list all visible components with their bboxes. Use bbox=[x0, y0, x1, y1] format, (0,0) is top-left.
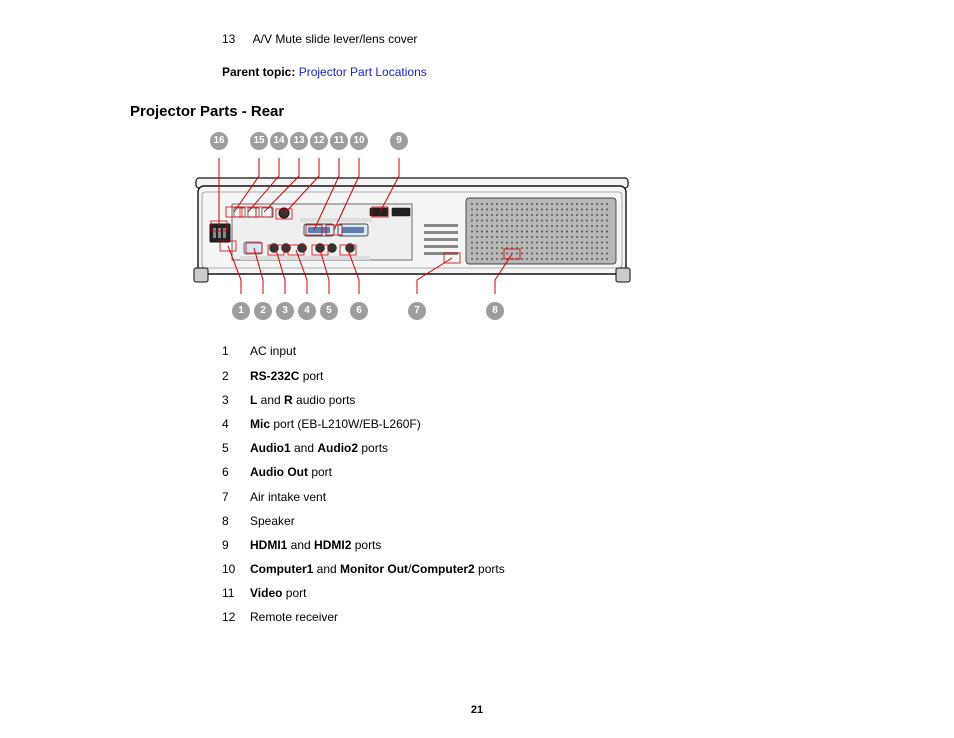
item-number: 11 bbox=[222, 584, 250, 603]
item-text: Computer1 and Monitor Out/Computer2 port… bbox=[250, 560, 505, 579]
list-item: 11Video port bbox=[222, 584, 864, 603]
callout-number: 4 bbox=[298, 302, 316, 320]
callout-number: 9 bbox=[390, 132, 408, 150]
callout-number: 12 bbox=[310, 132, 328, 150]
item-text: Speaker bbox=[250, 512, 295, 531]
callout-number: 2 bbox=[254, 302, 272, 320]
callout-number: 1 bbox=[232, 302, 250, 320]
item-text: Video port bbox=[250, 584, 306, 603]
previous-list-item: 13 A/V Mute slide lever/lens cover bbox=[222, 30, 864, 49]
item-text: Air intake vent bbox=[250, 488, 326, 507]
parent-topic-label: Parent topic: bbox=[222, 65, 295, 79]
page-number: 21 bbox=[0, 702, 954, 720]
item-number: 9 bbox=[222, 536, 250, 555]
parts-list: 1AC input2RS-232C port3L and R audio por… bbox=[222, 342, 864, 627]
document-page: 13 A/V Mute slide lever/lens cover Paren… bbox=[0, 0, 954, 738]
item-number: 8 bbox=[222, 512, 250, 531]
list-item: 8Speaker bbox=[222, 512, 864, 531]
projector-rear-diagram bbox=[192, 158, 632, 294]
item-number: 12 bbox=[222, 608, 250, 627]
callout-number: 11 bbox=[330, 132, 348, 150]
item-text: Audio1 and Audio2 ports bbox=[250, 439, 388, 458]
item-number: 1 bbox=[222, 342, 250, 361]
parent-topic-link[interactable]: Projector Part Locations bbox=[299, 65, 427, 79]
callout-number: 3 bbox=[276, 302, 294, 320]
callout-number: 10 bbox=[350, 132, 368, 150]
parent-topic-line: Parent topic: Projector Part Locations bbox=[222, 63, 864, 82]
item-text: RS-232C port bbox=[250, 367, 323, 386]
bottom-callout-row: 123456 7 8 bbox=[192, 294, 632, 320]
item-number: 7 bbox=[222, 488, 250, 507]
item-text: Remote receiver bbox=[250, 608, 338, 627]
diagram-container: 161514131211109 12345678 bbox=[192, 132, 632, 320]
list-item: 2RS-232C port bbox=[222, 367, 864, 386]
item-number: 6 bbox=[222, 463, 250, 482]
item-number: 2 bbox=[222, 367, 250, 386]
item-text: HDMI1 and HDMI2 ports bbox=[250, 536, 381, 555]
callout-number: 16 bbox=[210, 132, 228, 150]
item-text: Audio Out port bbox=[250, 463, 332, 482]
list-item: 3L and R audio ports bbox=[222, 391, 864, 410]
callout-number: 13 bbox=[290, 132, 308, 150]
callout-number: 7 bbox=[408, 302, 426, 320]
callout-number: 8 bbox=[486, 302, 504, 320]
item-text: Mic port (EB-L210W/EB-L260F) bbox=[250, 415, 421, 434]
list-item: 6Audio Out port bbox=[222, 463, 864, 482]
item-number: 3 bbox=[222, 391, 250, 410]
item-number: 10 bbox=[222, 560, 250, 579]
callout-number: 14 bbox=[270, 132, 288, 150]
list-item: 9HDMI1 and HDMI2 ports bbox=[222, 536, 864, 555]
item-number: 5 bbox=[222, 439, 250, 458]
list-item: 7Air intake vent bbox=[222, 488, 864, 507]
item-text: A/V Mute slide lever/lens cover bbox=[253, 32, 418, 46]
item-number: 13 bbox=[222, 30, 250, 49]
section-title: Projector Parts - Rear bbox=[130, 100, 864, 124]
list-item: 4Mic port (EB-L210W/EB-L260F) bbox=[222, 415, 864, 434]
list-item: 1AC input bbox=[222, 342, 864, 361]
list-item: 10Computer1 and Monitor Out/Computer2 po… bbox=[222, 560, 864, 579]
list-item: 5Audio1 and Audio2 ports bbox=[222, 439, 864, 458]
callout-number: 15 bbox=[250, 132, 268, 150]
item-number: 4 bbox=[222, 415, 250, 434]
top-callout-row: 16 151413121110 9 bbox=[192, 132, 632, 158]
item-text: L and R audio ports bbox=[250, 391, 355, 410]
callout-number: 6 bbox=[350, 302, 368, 320]
item-text: AC input bbox=[250, 342, 296, 361]
callout-number: 5 bbox=[320, 302, 338, 320]
list-item: 12Remote receiver bbox=[222, 608, 864, 627]
